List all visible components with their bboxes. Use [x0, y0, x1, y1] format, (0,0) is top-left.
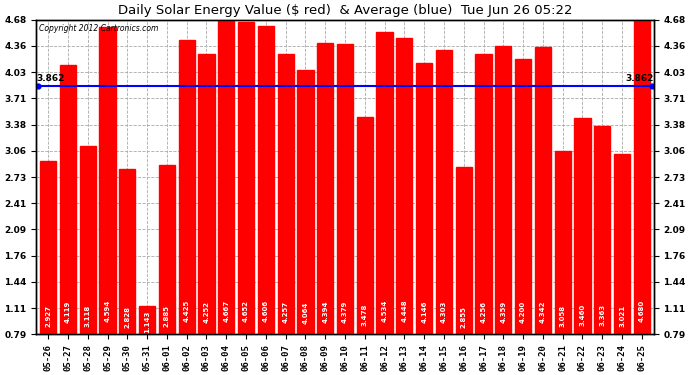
Bar [555, 151, 571, 334]
Bar [258, 26, 274, 334]
Bar [535, 47, 551, 334]
Text: 4.257: 4.257 [283, 301, 288, 323]
Text: 3.363: 3.363 [600, 304, 605, 326]
Bar [396, 39, 413, 334]
Bar [633, 20, 650, 334]
Text: 4.606: 4.606 [263, 300, 269, 322]
Text: 3.058: 3.058 [560, 305, 566, 327]
Text: 4.379: 4.379 [342, 300, 348, 322]
Text: 3.862: 3.862 [625, 74, 653, 83]
Text: 4.256: 4.256 [480, 301, 486, 323]
Bar [416, 63, 432, 334]
Bar [139, 306, 155, 334]
Bar [99, 27, 116, 334]
Bar [377, 32, 393, 334]
Bar [198, 54, 215, 334]
Bar [218, 21, 235, 334]
Bar [594, 126, 611, 334]
Text: 4.342: 4.342 [540, 300, 546, 323]
Bar [159, 165, 175, 334]
Bar [614, 154, 630, 334]
Bar [119, 170, 135, 334]
Text: 4.394: 4.394 [322, 300, 328, 322]
Text: 4.146: 4.146 [421, 301, 427, 323]
Text: 3.460: 3.460 [580, 303, 586, 326]
Bar [60, 65, 76, 334]
Bar [515, 58, 531, 334]
Bar [436, 50, 452, 334]
Text: 2.855: 2.855 [461, 306, 466, 327]
Text: 2.885: 2.885 [164, 306, 170, 327]
Text: 4.303: 4.303 [441, 300, 447, 323]
Bar [40, 162, 57, 334]
Bar [79, 146, 96, 334]
Bar [574, 118, 591, 334]
Text: 4.534: 4.534 [382, 300, 388, 322]
Text: 4.425: 4.425 [184, 300, 190, 322]
Text: 4.594: 4.594 [104, 300, 110, 322]
Bar [297, 69, 313, 334]
Text: 3.478: 3.478 [362, 303, 368, 326]
Text: 4.667: 4.667 [224, 300, 229, 322]
Text: 4.359: 4.359 [500, 300, 506, 323]
Title: Daily Solar Energy Value ($ red)  & Average (blue)  Tue Jun 26 05:22: Daily Solar Energy Value ($ red) & Avera… [118, 4, 572, 17]
Text: 1.143: 1.143 [144, 311, 150, 333]
Text: Copyright 2012 Cartronics.com: Copyright 2012 Cartronics.com [39, 24, 159, 33]
Bar [475, 54, 492, 334]
Text: 4.119: 4.119 [65, 301, 71, 324]
Text: 4.252: 4.252 [204, 301, 210, 323]
Text: 4.680: 4.680 [639, 299, 645, 322]
Text: 3.118: 3.118 [85, 304, 90, 327]
Bar [455, 167, 472, 334]
Text: 2.828: 2.828 [124, 306, 130, 328]
Text: 4.652: 4.652 [243, 300, 249, 322]
Text: 3.862: 3.862 [37, 74, 65, 83]
Text: 2.927: 2.927 [45, 305, 51, 327]
Bar [317, 43, 333, 334]
Bar [357, 117, 373, 334]
Text: 3.021: 3.021 [619, 305, 625, 327]
Text: 4.064: 4.064 [302, 301, 308, 324]
Bar [238, 22, 254, 334]
Bar [337, 44, 353, 334]
Bar [179, 40, 195, 334]
Text: 4.200: 4.200 [520, 301, 526, 323]
Bar [277, 54, 294, 334]
Text: 4.448: 4.448 [402, 300, 407, 322]
Bar [495, 46, 511, 334]
